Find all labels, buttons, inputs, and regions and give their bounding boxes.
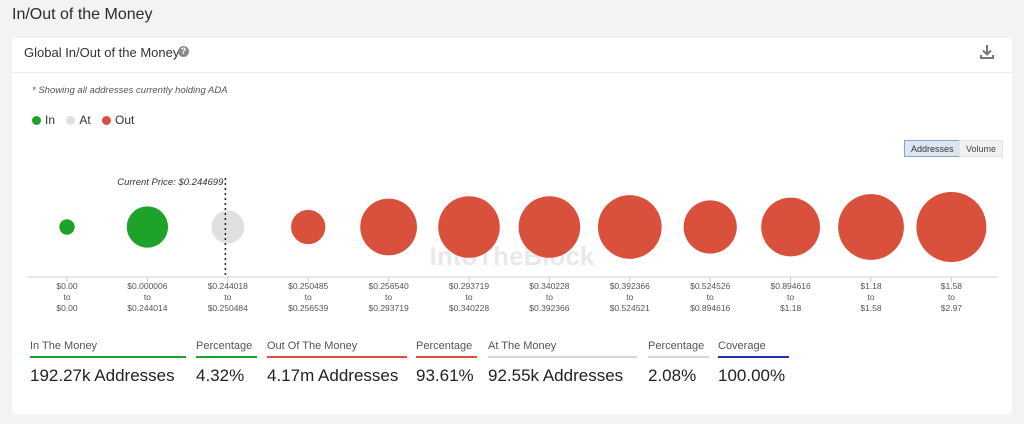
tick-label-to-word-4: to [385,292,392,302]
tick-label-from-3: $0.250485 [288,281,328,291]
stat-value-at-the-money: 92.55k Addresses [488,366,624,385]
legend-swatch-at [66,116,76,125]
tick-label-to-word-1: to [144,292,151,302]
tick-label-to-6: $0.392366 [529,303,569,313]
iomap-card: Global In/Out of the Money ? * Showing a… [12,38,1012,414]
tick-label-from-1: $0.000006 [127,281,167,291]
stat-underline-coverage [718,356,789,358]
tick-label-to-word-8: to [707,292,714,302]
tick-label-from-5: $0.293719 [449,281,489,291]
stat-out-percentage: Percentage 93.61% [416,340,477,386]
stat-coverage: Coverage 100.00% [718,340,789,386]
tick-label-to-0: $0.00 [56,303,78,313]
tick-label-from-11: $1.58 [941,281,963,291]
tick-label-to-word-10: to [867,292,874,302]
tick-label-to-word-11: to [948,292,955,302]
legend-swatch-in [32,116,41,125]
legend-item-in[interactable]: In [32,113,55,127]
stat-out-of-the-money: Out Of The Money 4.17m Addresses [267,340,407,386]
tick-label-to-word-0: to [63,292,70,302]
tick-label-to-word-3: to [305,292,312,302]
current-price-label: Current Price: $0.244699 [117,177,224,188]
tick-label-to-3: $0.256539 [288,303,328,313]
tick-label-to-2: $0.250484 [208,303,248,313]
summary-stats: In The Money 192.27k Addresses Percentage 4… [30,340,1010,400]
tick-label-to-word-9: to [787,292,794,302]
bubble-6[interactable] [518,196,581,258]
tick-label-to-5: $0.340228 [449,303,489,313]
stat-label-in-the-money: In The Money [30,340,98,352]
stat-underline-in-percentage [196,356,257,358]
legend-item-out[interactable]: Out [102,113,134,127]
addresses-toggle-button[interactable]: Addresses [904,140,961,157]
tick-label-to-8: $0.894616 [690,303,730,313]
tick-label-from-7: $0.392366 [610,281,650,291]
stat-value-in-percentage: 4.32% [196,366,245,385]
stat-value-in-the-money: 192.27k Addresses [30,366,175,385]
stat-label-out-of-the-money: Out Of The Money [267,340,358,352]
stat-underline-out-of-the-money [267,356,407,358]
tick-label-to-10: $1.58 [860,303,882,313]
tick-label-to-word-6: to [546,292,553,302]
stat-in-percentage: Percentage 4.32% [196,340,257,386]
legend-label-at: At [79,113,91,127]
bubble-9[interactable] [761,197,820,257]
tick-label-to-4: $0.293719 [369,303,409,313]
tick-label-from-6: $0.340228 [529,281,569,291]
bubble-10[interactable] [838,194,904,260]
stat-label-out-percentage: Percentage [416,340,473,352]
tick-label-to-11: $2.97 [941,303,963,313]
stat-value-out-of-the-money: 4.17m Addresses [267,366,399,385]
stat-value-coverage: 100.00% [718,366,786,385]
bubble-11[interactable] [916,192,987,262]
legend-label-out: Out [115,113,135,127]
bubble-3[interactable] [291,209,326,245]
tick-label-to-word-2: to [224,292,231,302]
stat-underline-in-the-money [30,356,186,358]
tick-label-to-1: $0.244014 [127,303,167,313]
volume-toggle-button[interactable]: Volume [959,140,1004,157]
tick-label-from-2: $0.244018 [208,281,248,291]
stat-underline-at-percentage [648,356,709,358]
iomap-chart: IntoTheBlock$0.00to$0.00$0.000006to$0.24… [28,177,998,313]
stat-underline-out-percentage [416,356,477,358]
bubble-7[interactable] [597,195,662,259]
stat-underline-at-the-money [488,356,637,358]
page-title: In/Out of the Money [12,6,153,23]
card-title: Global In/Out of the Money [24,45,180,60]
stat-label-coverage: Coverage [718,340,766,352]
stat-label-in-percentage: Percentage [196,340,253,352]
tick-label-to-word-5: to [465,292,472,302]
tick-label-from-9: $0.894616 [771,281,811,291]
bubble-0[interactable] [59,219,75,235]
bubble-1[interactable] [126,206,169,248]
stat-label-at-percentage: Percentage [648,340,705,352]
legend: In At Out [32,113,142,127]
bubble-8[interactable] [683,200,737,254]
stat-value-out-percentage: 93.61% [416,366,474,385]
tick-label-from-10: $1.18 [860,281,882,291]
legend-label-in: In [45,113,56,127]
legend-item-at[interactable]: At [66,113,91,127]
question-circle-icon[interactable]: ? [178,46,189,57]
stat-value-at-percentage: 2.08% [648,366,697,385]
stat-at-percentage: Percentage 2.08% [648,340,709,386]
bubble-2[interactable] [211,210,245,244]
tick-label-to-7: $0.524521 [610,303,650,313]
stat-label-at-the-money: At The Money [488,340,557,352]
card-header: Global In/Out of the Money ? [12,38,1012,73]
holding-note: * Showing all addresses currently holdin… [32,85,228,96]
stat-at-the-money: At The Money 92.55k Addresses [488,340,637,386]
legend-swatch-out [102,116,112,125]
stat-in-the-money: In The Money 192.27k Addresses [30,340,186,386]
tick-label-to-word-7: to [626,292,633,302]
tick-label-from-0: $0.00 [56,281,78,291]
tick-label-from-8: $0.524526 [690,281,730,291]
bubble-4[interactable] [360,198,417,256]
bubble-5[interactable] [438,196,500,258]
tick-label-to-9: $1.18 [780,303,802,313]
tick-label-from-4: $0.256540 [369,281,409,291]
download-icon[interactable] [978,43,996,61]
